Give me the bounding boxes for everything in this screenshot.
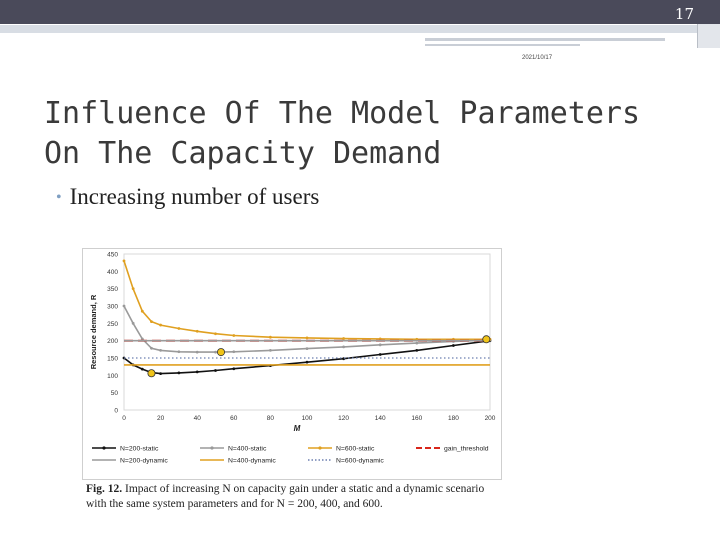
legend-swatch-dot — [102, 446, 106, 450]
series-point — [140, 337, 144, 341]
series-line-N=200-static — [123, 339, 491, 375]
legend-label: N=600-static — [336, 446, 375, 453]
legend-swatch-dot — [210, 446, 214, 450]
x-tick-label: 80 — [267, 415, 275, 422]
series-point — [122, 304, 126, 308]
series-point — [269, 348, 272, 352]
series-point — [269, 335, 272, 339]
caption-text: Impact of increasing N on capacity gain … — [86, 483, 485, 510]
legend-label: N=200-dynamic — [120, 458, 168, 465]
series-point — [415, 341, 419, 345]
series-point — [122, 259, 126, 263]
header-corner-decoration — [697, 24, 720, 48]
series-point — [131, 321, 135, 325]
y-tick-label: 0 — [114, 408, 118, 415]
highlight-marker — [482, 335, 491, 344]
series-point — [177, 350, 181, 354]
series-point — [195, 329, 199, 333]
bullet-dot: • — [56, 189, 62, 206]
legend-label: N=600-dynamic — [336, 458, 384, 465]
y-tick-label: 250 — [107, 321, 118, 328]
series-point — [177, 327, 181, 330]
series-point — [150, 346, 153, 350]
x-tick-label: 200 — [485, 415, 496, 422]
plot-area — [123, 253, 491, 411]
bullet-text: Increasing number of users — [69, 184, 320, 209]
legend-swatch-dot — [318, 446, 322, 450]
caption-label: Fig. 12. — [86, 483, 123, 495]
y-tick-label: 450 — [107, 252, 118, 259]
legend-label: gain_threshold — [444, 446, 489, 453]
series-point — [232, 367, 236, 371]
legend-label: N=400-dynamic — [228, 458, 276, 465]
slide-title: Influence Of The Model Parameters On The… — [44, 96, 641, 171]
series-point — [195, 350, 199, 354]
x-tick-label: 120 — [338, 415, 349, 422]
y-tick-label: 200 — [107, 338, 118, 345]
series-point — [232, 334, 236, 337]
series-point — [159, 372, 162, 375]
series-point — [140, 367, 144, 371]
figure-caption: Fig. 12. Impact of increasing N on capac… — [86, 482, 506, 512]
top-bar — [0, 0, 720, 24]
series-point — [305, 347, 309, 351]
legend-label: N=200-static — [120, 446, 159, 453]
x-tick-label: 180 — [448, 415, 459, 422]
slide-date: 2021/10/17 — [522, 55, 553, 61]
series-line-N=600-static — [123, 260, 490, 341]
header-line-short — [425, 44, 580, 46]
series-point — [159, 348, 162, 352]
highlight-marker — [147, 369, 156, 378]
series-point — [342, 345, 345, 349]
y-tick-label: 300 — [107, 304, 118, 311]
x-tick-label: 0 — [122, 415, 126, 422]
series-point — [232, 350, 236, 354]
x-tick-label: 60 — [230, 415, 238, 422]
series-point — [415, 348, 419, 352]
x-tick-label: 160 — [411, 415, 422, 422]
series-point — [452, 344, 455, 347]
series-point — [378, 353, 382, 356]
series-point — [159, 323, 162, 327]
header-stripe — [0, 25, 720, 33]
y-tick-label: 50 — [111, 390, 119, 397]
series-point — [150, 320, 153, 323]
series-point — [131, 287, 135, 291]
chart-figure: 0 50 100 150 200 250 300 350 400 450 0 20 40 60 80 100 1… — [82, 248, 502, 512]
y-tick-label: 100 — [107, 373, 118, 380]
x-axis-label: M — [294, 424, 301, 433]
line-chart: 0 50 100 150 200 250 300 350 400 450 0 20 40 60 80 100 1… — [82, 248, 502, 480]
series-point — [305, 336, 309, 340]
y-tick-label: 350 — [107, 286, 118, 293]
legend-label: N=400-static — [228, 446, 267, 453]
y-tick-label: 150 — [107, 356, 118, 363]
series-point — [214, 369, 217, 372]
x-tick-label: 140 — [375, 415, 386, 422]
slide-number: 17 — [674, 5, 694, 23]
series-point — [177, 371, 181, 375]
x-tick-label: 40 — [194, 415, 202, 422]
y-axis-label: Resource demand, R — [89, 294, 98, 369]
series-point — [305, 360, 309, 364]
series-point — [342, 337, 345, 340]
series-point — [378, 337, 382, 341]
series-point — [214, 350, 217, 354]
highlight-marker — [216, 348, 225, 357]
y-tick-label: 400 — [107, 269, 118, 276]
series-point — [378, 343, 382, 347]
x-tick-label: 100 — [302, 415, 313, 422]
header-line — [425, 38, 665, 41]
series-point — [122, 356, 126, 360]
series-point — [140, 309, 144, 313]
series-point — [214, 332, 217, 336]
series-point — [195, 370, 199, 374]
bullet-item: • Increasing number of users — [56, 184, 319, 210]
x-tick-label: 20 — [157, 415, 165, 422]
